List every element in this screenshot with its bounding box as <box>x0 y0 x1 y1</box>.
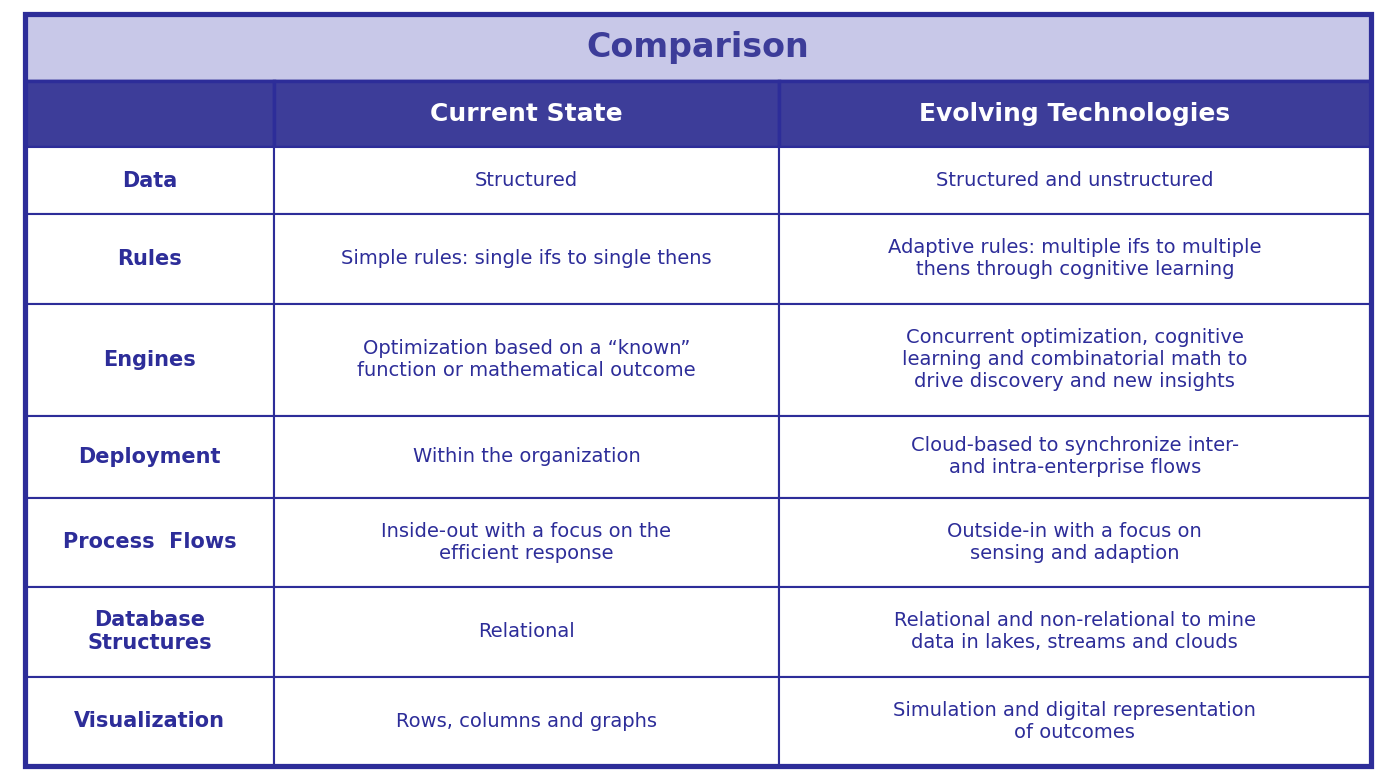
Text: Engines: Engines <box>103 349 195 370</box>
Bar <box>779 303 1371 416</box>
Bar <box>779 498 1371 587</box>
Bar <box>274 147 779 214</box>
Text: Relational and non-relational to mine
data in lakes, streams and clouds: Relational and non-relational to mine da… <box>893 612 1256 652</box>
Bar <box>274 498 779 587</box>
Text: Visualization: Visualization <box>74 711 225 731</box>
Bar <box>274 587 779 676</box>
Text: Outside-in with a focus on
sensing and adaption: Outside-in with a focus on sensing and a… <box>948 522 1202 563</box>
Text: Concurrent optimization, cognitive
learning and combinatorial math to
drive disc: Concurrent optimization, cognitive learn… <box>902 328 1248 392</box>
Text: Adaptive rules: multiple ifs to multiple
thens through cognitive learning: Adaptive rules: multiple ifs to multiple… <box>888 239 1262 279</box>
Text: Simulation and digital representation
of outcomes: Simulation and digital representation of… <box>893 700 1256 742</box>
Text: Deployment: Deployment <box>78 447 221 466</box>
Bar <box>25 416 274 498</box>
Text: Relational: Relational <box>477 622 575 641</box>
Bar <box>25 14 1371 81</box>
Text: Evolving Technologies: Evolving Technologies <box>919 102 1230 126</box>
Bar <box>274 215 779 303</box>
Text: Inside-out with a focus on the
efficient response: Inside-out with a focus on the efficient… <box>381 522 671 563</box>
Bar <box>274 416 779 498</box>
Bar <box>274 676 779 766</box>
Bar <box>25 147 274 214</box>
Bar <box>779 81 1371 147</box>
Text: Rules: Rules <box>117 249 181 269</box>
Bar <box>25 498 274 587</box>
Text: Within the organization: Within the organization <box>413 447 641 466</box>
Text: Optimization based on a “known”
function or mathematical outcome: Optimization based on a “known” function… <box>357 339 695 380</box>
Text: Data: Data <box>121 171 177 191</box>
Bar <box>25 676 274 766</box>
Text: Cloud-based to synchronize inter-
and intra-enterprise flows: Cloud-based to synchronize inter- and in… <box>910 436 1238 477</box>
Bar <box>779 587 1371 676</box>
Text: Database
Structures: Database Structures <box>88 610 212 654</box>
Bar <box>25 303 274 416</box>
Bar <box>274 81 779 147</box>
Text: Current State: Current State <box>430 102 623 126</box>
Text: Simple rules: single ifs to single thens: Simple rules: single ifs to single thens <box>341 250 712 268</box>
Text: Structured: Structured <box>475 172 578 190</box>
Text: Structured and unstructured: Structured and unstructured <box>937 172 1213 190</box>
Bar <box>25 215 274 303</box>
Bar <box>779 147 1371 214</box>
Bar <box>25 587 274 676</box>
Text: Process  Flows: Process Flows <box>63 533 236 552</box>
Bar <box>779 416 1371 498</box>
Text: Rows, columns and graphs: Rows, columns and graphs <box>396 711 658 731</box>
Bar <box>274 303 779 416</box>
Bar <box>779 676 1371 766</box>
Bar <box>25 81 274 147</box>
Bar <box>779 215 1371 303</box>
Text: Comparison: Comparison <box>586 31 810 64</box>
